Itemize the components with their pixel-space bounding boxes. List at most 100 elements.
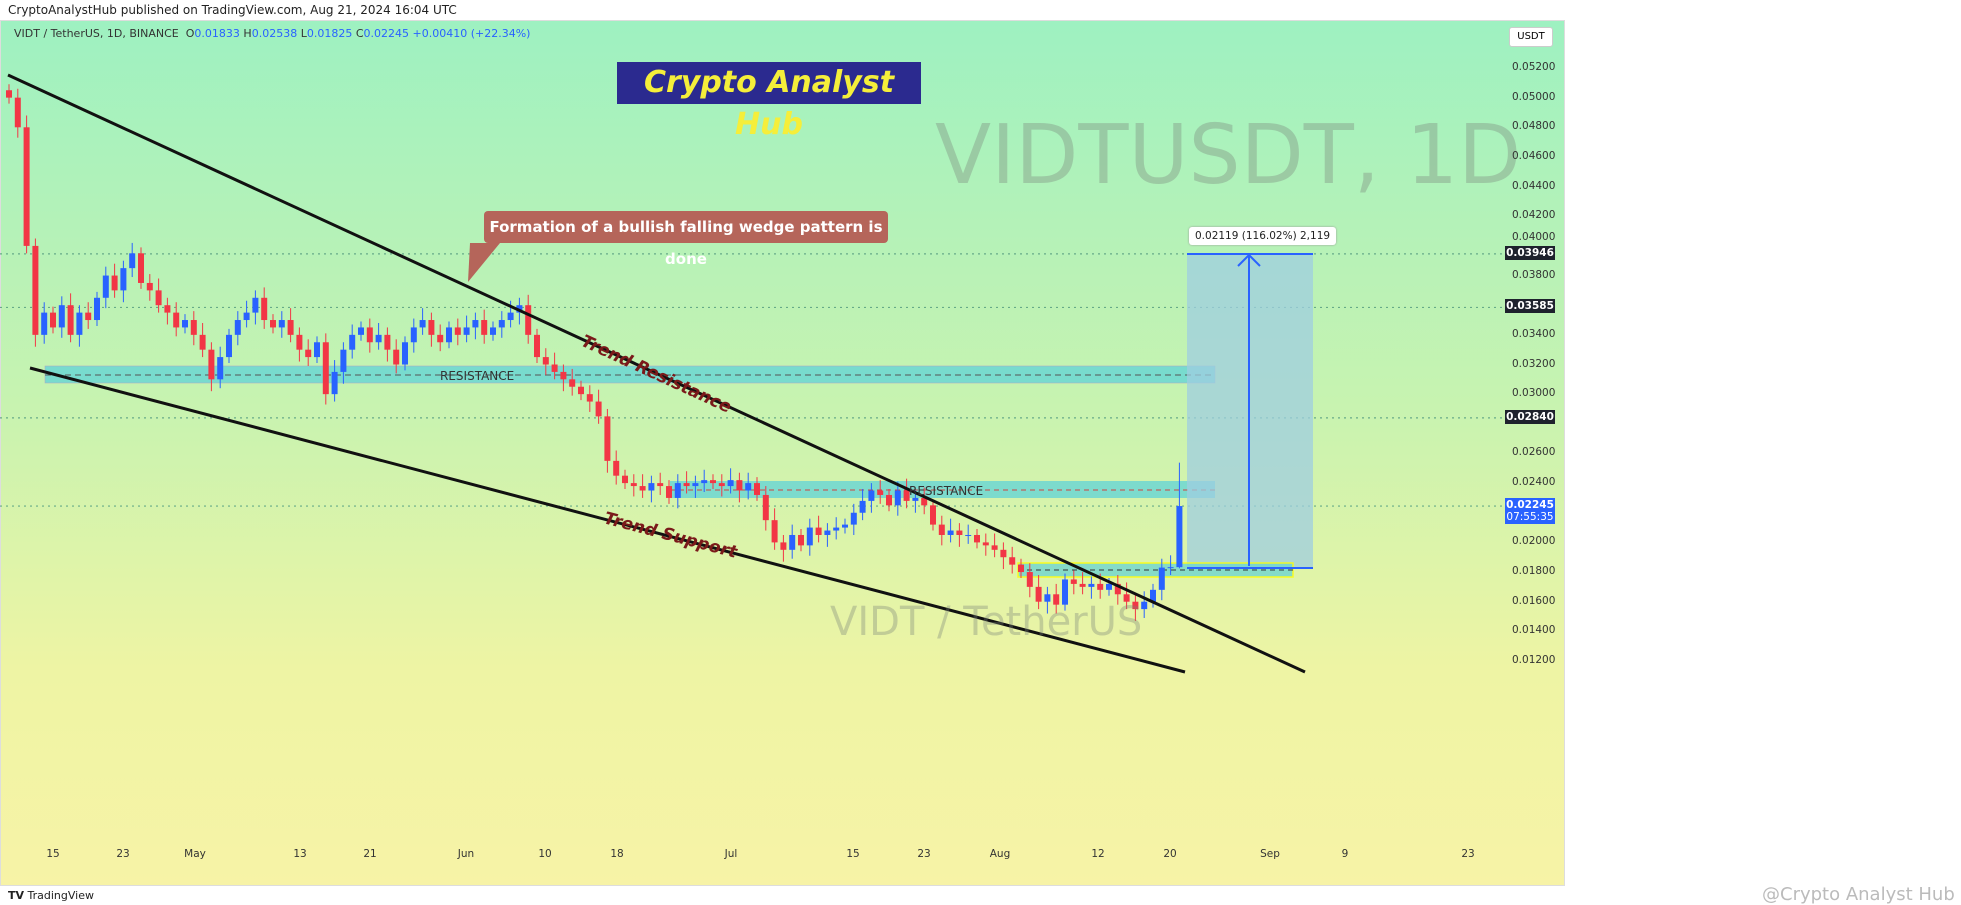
high-value: 0.02538: [251, 27, 298, 40]
x-tick-label: 23: [1461, 848, 1475, 860]
candle-body: [534, 334, 540, 358]
candle-body: [234, 320, 241, 335]
x-tick-label: Jul: [724, 848, 738, 860]
candle: [199, 322, 206, 358]
candle-body: [903, 490, 910, 501]
candle-body: [657, 483, 664, 487]
pattern-callout: Formation of a bullish falling wedge pat…: [484, 211, 888, 268]
candle-body: [692, 483, 699, 487]
candle: [182, 314, 188, 334]
price-tag: 0.02245 07:55:35: [1505, 498, 1555, 525]
candle-body: [208, 349, 215, 380]
candle: [208, 342, 215, 392]
brand-text: TradingView: [27, 889, 94, 902]
candle-body: [754, 483, 760, 495]
candle-body: [991, 545, 998, 550]
candle: [736, 472, 743, 503]
candle: [560, 364, 567, 392]
candle: [947, 518, 954, 543]
candle-body: [745, 483, 752, 491]
candle-body: [182, 320, 188, 328]
candle: [155, 278, 162, 313]
y-tick-label: 0.04600: [1512, 149, 1556, 162]
candle: [903, 478, 910, 509]
candle: [613, 450, 620, 485]
candle-body: [806, 527, 813, 546]
open-value: 0.01833: [194, 27, 240, 40]
candle-body: [780, 542, 787, 550]
candle: [1026, 563, 1033, 598]
candle-body: [278, 320, 285, 328]
price-tag-value: 0.03585: [1506, 300, 1554, 313]
candle: [129, 242, 136, 278]
candle: [190, 311, 197, 346]
callout-pointer: [468, 243, 500, 282]
candle-body: [1044, 594, 1051, 602]
candle-body: [648, 483, 655, 491]
candle-body: [1106, 583, 1112, 590]
candle-body: [446, 327, 452, 343]
candle-body: [419, 320, 426, 328]
x-tick-label: 15: [46, 848, 60, 860]
candle-body: [199, 334, 206, 350]
candle: [1035, 575, 1042, 610]
low-label: L: [300, 27, 307, 40]
legend-symbol: VIDT / TetherUS, 1D, BINANCE: [14, 27, 179, 40]
candle-body: [226, 334, 232, 358]
author-watermark: @Crypto Analyst Hub: [1762, 884, 1955, 905]
candle: [384, 327, 391, 362]
candle-body: [146, 282, 153, 291]
candle-body: [604, 416, 611, 461]
candle-body: [243, 312, 250, 321]
candle: [340, 342, 347, 384]
tradingview-logo[interactable]: TV TradingView: [8, 889, 94, 902]
candle: [1167, 555, 1174, 576]
candle-body: [798, 534, 804, 546]
candle: [305, 339, 312, 366]
candle-body: [683, 483, 690, 487]
candle-body: [340, 349, 347, 372]
candle-body: [850, 512, 857, 525]
candle: [877, 480, 884, 504]
candle-body: [789, 534, 796, 550]
candle-body: [252, 297, 259, 313]
candle-body: [437, 334, 444, 343]
candle: [982, 533, 989, 556]
candle: [578, 380, 584, 401]
trend-support-line[interactable]: [29, 366, 1186, 674]
trend-resistance-line[interactable]: [7, 73, 1306, 674]
candle-body: [102, 275, 109, 298]
candle: [789, 524, 796, 559]
change-value: +0.00410 (+22.34%): [412, 27, 531, 40]
candle-body: [974, 534, 980, 543]
x-tick-label: 13: [293, 848, 307, 860]
candle: [674, 474, 681, 509]
candle: [1062, 573, 1068, 611]
candle: [1070, 570, 1077, 595]
candle-body: [595, 401, 602, 417]
candle-body: [859, 500, 866, 513]
candle: [454, 318, 461, 346]
candle: [780, 534, 787, 562]
candle-body: [1009, 557, 1016, 565]
candle-body: [490, 327, 496, 335]
candle-body: [375, 334, 382, 343]
candle-body: [120, 268, 127, 291]
y-tick-label: 0.04000: [1512, 230, 1556, 243]
candle-body: [428, 320, 435, 335]
currency-button[interactable]: USDT: [1509, 27, 1553, 47]
candle-body: [261, 297, 268, 321]
candle: [754, 477, 760, 501]
candle: [463, 315, 470, 343]
candle-body: [762, 494, 769, 521]
candle-body: [1141, 601, 1148, 610]
candle: [243, 300, 250, 328]
symbol-legend[interactable]: VIDT / TetherUS, 1D, BINANCE O0.01833 H0…: [14, 27, 530, 40]
candle: [164, 297, 171, 325]
candle-body: [1167, 567, 1174, 569]
candle: [815, 515, 822, 543]
y-tick-label: 0.05200: [1512, 61, 1556, 73]
candle-body: [525, 305, 532, 335]
resistance-label-upper: RESISTANCE: [440, 369, 514, 383]
candle-body: [384, 334, 391, 350]
